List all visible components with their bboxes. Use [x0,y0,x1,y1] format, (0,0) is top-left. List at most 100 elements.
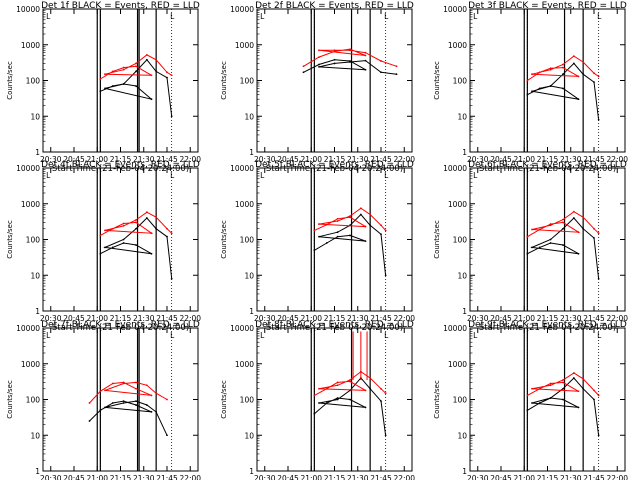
x-tick-label: 20:30 [467,314,489,323]
point-lld [333,49,336,52]
x-tick-label: 21:00 [300,474,322,480]
point-lld [336,384,339,387]
point-events [99,252,102,255]
point-events [122,242,125,244]
corner-mark-right: L [384,171,389,180]
x-tick-label: 21:00 [513,314,535,323]
point-lld [155,216,158,219]
point-lld [122,68,125,71]
point-lld [302,65,305,68]
panel-title: Det 6f BLACK = Events, RED = LLD [468,160,627,170]
point-lld [549,384,552,387]
point-lld [562,63,564,66]
x-tick-label: 21:30 [347,314,369,323]
point-events [380,233,382,236]
y-axis-label: Counts/sec [433,220,441,259]
y-tick-label: 100 [26,77,41,86]
x-tick-label: 20:30 [40,155,62,164]
x-tick-label: 20:30 [254,155,276,164]
point-lld [593,227,595,230]
x-tick-label: 22:00 [606,314,628,323]
point-events [549,85,552,87]
point-lld [104,229,106,232]
point-events [135,400,137,403]
point-events [349,61,351,63]
point-events [562,227,564,230]
point-events [380,400,382,403]
series-lld [527,372,599,396]
panel-det2f: Det 2f BLACK = Events, RED = LLD 1 10 100 10… [220,1,415,174]
point-lld [135,62,137,65]
y-tick-label: 10 [30,271,40,280]
y-tick-label: 1 [462,148,467,157]
point-lld [395,65,398,68]
point-events [122,400,125,403]
point-lld [99,390,102,393]
series-events [527,217,600,279]
y-tick-label: 10 [244,431,254,440]
point-events [380,71,382,74]
x-tick-label: 21:00 [86,155,108,164]
point-events [562,244,564,246]
point-events [364,240,367,243]
point-lld [111,227,114,230]
series-events [314,213,387,276]
point-events [318,402,320,404]
x-tick-label: 20:30 [40,314,62,323]
y-tick-label: 1 [35,148,40,157]
corner-mark-right: L [384,12,389,21]
panel-title: Det 5f BLACK = Events, RED = LLD [255,160,414,170]
point-events [111,85,114,87]
point-events [562,387,564,390]
point-events [364,59,367,62]
point-lld [364,389,367,392]
x-tick-label: 21:00 [300,314,322,323]
point-lld [155,58,158,61]
corner-mark-left: L [46,171,51,180]
x-tick-label: 21:30 [133,474,155,480]
point-events [145,404,148,406]
y-tick-label: 10 [457,271,467,280]
point-lld [562,379,564,381]
x-tick-label: 21:45 [156,155,178,164]
corner-mark-right: L [597,171,602,180]
y-axis-label: Counts/sec [433,380,441,419]
x-tick-label: 21:15 [110,474,132,480]
y-axis-label: Counts/sec [220,380,228,419]
y-tick-label: 1000 [235,200,254,209]
point-events [111,402,114,404]
panel-title: Det 8f BLACK = Events, RED = LLD [255,320,414,330]
x-tick-label: 21:15 [324,155,346,164]
y-tick-label: 10 [30,112,40,121]
y-axis-label: Counts/sec [6,220,14,259]
point-lld [380,387,382,390]
point-lld [597,232,600,235]
x-tick-label: 21:30 [560,155,582,164]
point-lld [145,211,148,214]
point-lld [538,71,541,74]
point-events [166,235,168,238]
x-tick-label: 20:45 [490,314,512,323]
y-tick-label: 1 [35,467,40,476]
x-tick-label: 21:30 [133,155,155,164]
series-events [89,400,168,436]
point-lld [359,207,362,210]
y-tick-label: 10 [457,112,467,121]
point-events [135,404,137,406]
point-lld [313,229,316,232]
y-axis-label: Counts/sec [220,61,228,100]
point-lld [364,54,367,57]
x-tick-label: 20:45 [490,155,512,164]
point-lld [593,72,595,75]
point-lld [166,227,168,230]
corner-mark-left: L [473,171,478,180]
point-lld [538,387,541,390]
series-lld [100,211,173,236]
y-tick-label: 10 [244,112,254,121]
point-lld [150,232,153,235]
point-events [155,70,158,73]
point-events [384,434,387,437]
x-tick-label: 20:45 [490,474,512,480]
point-lld [111,70,114,73]
